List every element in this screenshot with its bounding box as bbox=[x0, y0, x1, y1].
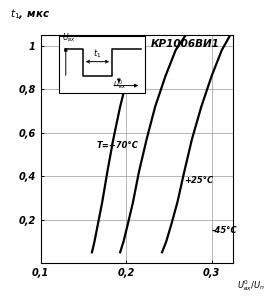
Text: +25°C: +25°C bbox=[184, 176, 213, 185]
Text: $U_{вх}$: $U_{вх}$ bbox=[61, 32, 75, 44]
Text: $t_1$, мкс: $t_1$, мкс bbox=[10, 7, 50, 21]
Text: КР1006ВИ1: КР1006ВИ1 bbox=[150, 39, 219, 50]
Text: T=+70°C: T=+70°C bbox=[96, 141, 138, 150]
Text: $t_1$: $t_1$ bbox=[93, 47, 101, 60]
Text: -45°C: -45°C bbox=[212, 226, 237, 235]
Text: $U_{вх}^{0}/U_{п}$: $U_{вх}^{0}/U_{п}$ bbox=[237, 278, 265, 293]
Text: $U_{вх}^{0}$: $U_{вх}^{0}$ bbox=[113, 79, 126, 92]
Bar bbox=[59, 36, 144, 93]
